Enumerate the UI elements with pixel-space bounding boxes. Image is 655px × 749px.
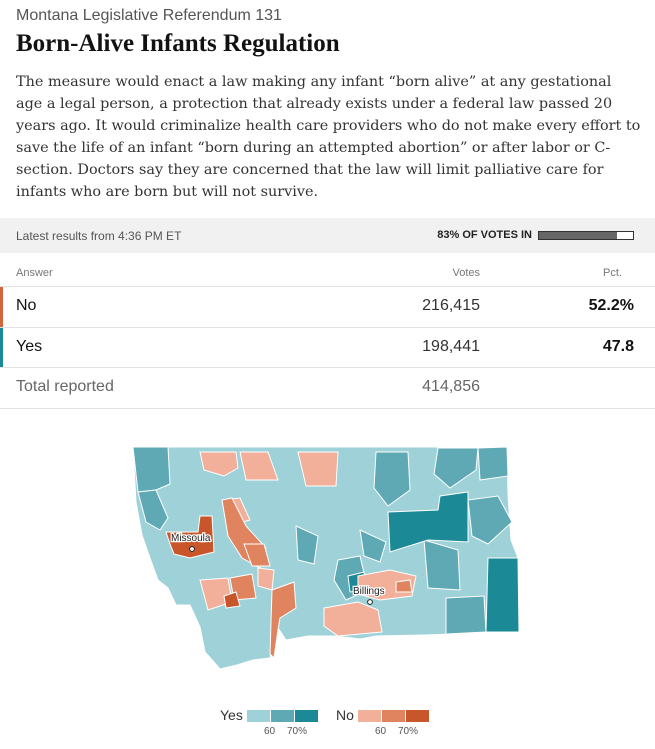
vote-count: 198,441 [422,338,480,355]
answer-label: Yes [16,338,43,355]
city-marker-missoula: Missoula [170,532,212,552]
vote-count: 216,415 [422,297,480,314]
legend-swatch-yes-mid [271,710,294,722]
results-status-bar: Latest results from 4:36 PM ET 83% OF VO… [0,218,655,253]
city-marker-billings: Billings [352,585,386,605]
legend-swatch-yes-light [247,710,270,722]
answer-column-header: Answer [16,267,53,279]
legend-swatch-no-mid [382,710,405,722]
votes-in-progress-bar [538,230,634,240]
votes-column-header: Votes [452,267,480,279]
legend-swatch-no-dark [406,710,429,722]
legend-yes-label: Yes [220,707,243,723]
legend-no-tick-60: 60 [375,726,387,737]
votes-in-indicator: 83% OF VOTES IN [437,229,634,241]
answer-color-bar [0,328,3,368]
vote-percent: 52.2% [588,297,634,314]
legend-no-tick-70: 70% [398,726,419,737]
legend-yes-tick-60: 60 [264,726,276,737]
legend-swatch-no-light [358,710,381,722]
race-description: The measure would enact a law making any… [16,74,641,200]
legend-no-label: No [336,707,354,723]
yes-mid-counties [132,446,513,635]
latest-results-time: Latest results from 4:36 PM ET [16,229,182,243]
pct-column-header: Pct. [603,267,622,279]
race-title: Born-Alive Infants Regulation [16,30,340,57]
progress-fill [539,231,618,239]
total-votes: 414,856 [422,378,480,395]
county-results-map: Missoula Billings [132,446,520,670]
answer-label: No [16,297,37,314]
legend-yes-tick-70: 70% [287,726,308,737]
result-row-yes: Yes 198,441 47.8 [0,327,655,368]
no-mid-counties [221,497,413,660]
legend-swatch-yes-dark [295,710,318,722]
answer-color-bar [0,287,3,327]
yes-dark-counties [347,491,520,633]
vote-percent: 47.8 [602,338,634,355]
total-label: Total reported [16,378,114,395]
city-label-missoula: Missoula [171,533,211,544]
race-kicker: Montana Legislative Referendum 131 [16,7,282,24]
result-row-no: No 216,415 52.2% [0,286,655,327]
votes-in-label: 83% OF VOTES IN [437,229,532,241]
no-dark-counties [165,515,241,609]
total-row: Total reported 414,856 [0,367,655,409]
city-label-billings: Billings [353,586,385,597]
